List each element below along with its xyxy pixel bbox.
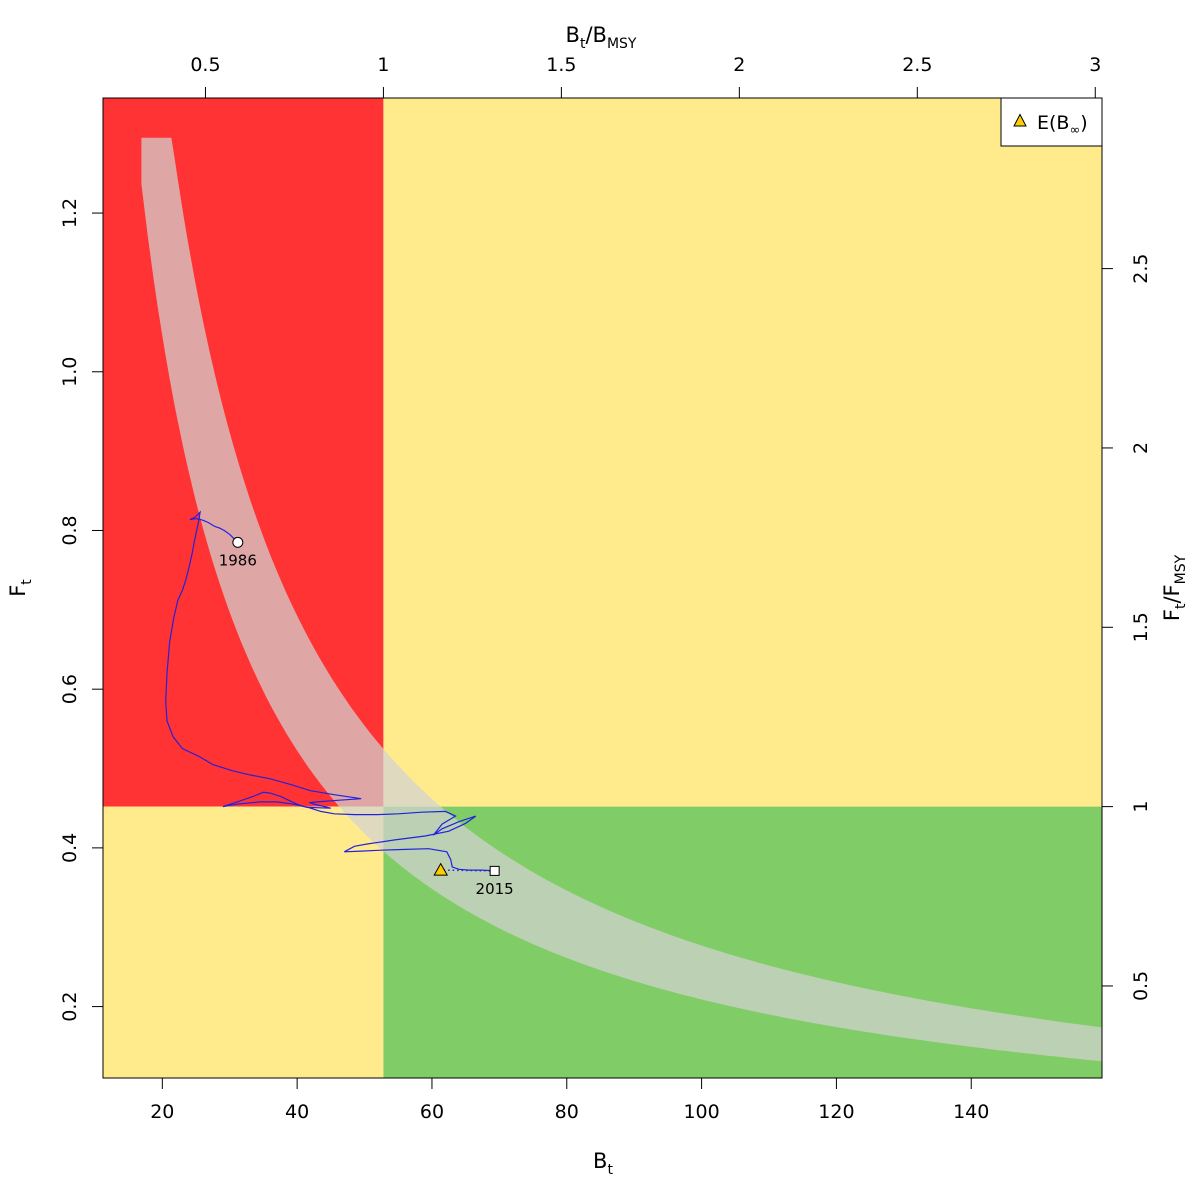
x-tick-label: 100 xyxy=(683,1101,719,1123)
top-tick-label: 2.5 xyxy=(902,54,932,76)
y-tick-label: 0.8 xyxy=(59,515,81,545)
y-tick-label: 0.2 xyxy=(59,991,81,1021)
legend-triangle-icon xyxy=(1013,113,1027,127)
right-tick-label: 1.5 xyxy=(1130,612,1152,642)
uncertainty-band xyxy=(141,137,1102,1062)
zone-overfished xyxy=(103,806,384,1078)
y-axis-title: Ft xyxy=(6,579,35,597)
x-tick-label: 40 xyxy=(285,1101,309,1123)
right-tick-label: 2 xyxy=(1130,442,1152,454)
start-point xyxy=(232,536,244,548)
top-tick-label: 1.5 xyxy=(546,54,576,76)
top-axis-title: Bt/BMSY xyxy=(566,23,637,52)
right-tick-label: 1 xyxy=(1130,801,1152,813)
legend-box xyxy=(1000,97,1103,147)
x-axis-title: Bt xyxy=(593,1149,613,1178)
right-tick-label: 0.5 xyxy=(1130,971,1152,1001)
start-year-label: 1986 xyxy=(219,551,257,569)
x-tick-label: 20 xyxy=(150,1101,174,1123)
y-tick-label: 1.0 xyxy=(59,357,81,387)
plot-frame xyxy=(102,97,1103,1079)
x-tick-label: 140 xyxy=(953,1101,989,1123)
legend-label: E(B∞) xyxy=(1037,112,1088,138)
x-tick-label: 120 xyxy=(818,1101,854,1123)
legend: E(B∞) xyxy=(1000,97,1103,147)
right-axis-title: Ft/FMSY xyxy=(1160,554,1189,621)
x-tick-label: 60 xyxy=(420,1101,444,1123)
top-tick-label: 1 xyxy=(377,54,389,76)
zone-overfishing xyxy=(383,98,1102,807)
y-tick-label: 0.6 xyxy=(59,674,81,704)
top-tick-label: 3 xyxy=(1089,54,1101,76)
y-tick-label: 1.2 xyxy=(59,198,81,228)
y-tick-label: 0.4 xyxy=(59,833,81,863)
right-tick-label: 2.5 xyxy=(1130,253,1152,283)
end-point xyxy=(489,865,500,876)
trajectory-line xyxy=(165,510,495,872)
x-tick-label: 80 xyxy=(555,1101,579,1123)
equilibrium-marker xyxy=(433,862,449,876)
top-tick-label: 2 xyxy=(733,54,745,76)
end-year-label: 2015 xyxy=(476,880,514,898)
top-tick-label: 0.5 xyxy=(190,54,220,76)
